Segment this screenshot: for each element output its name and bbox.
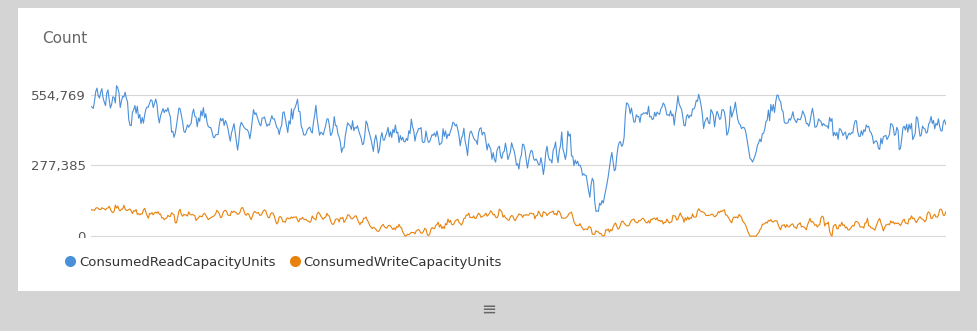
Text: Count: Count bbox=[42, 31, 87, 46]
Legend: ConsumedReadCapacityUnits, ConsumedWriteCapacityUnits: ConsumedReadCapacityUnits, ConsumedWrite… bbox=[62, 250, 507, 274]
Text: ≡: ≡ bbox=[481, 301, 496, 318]
